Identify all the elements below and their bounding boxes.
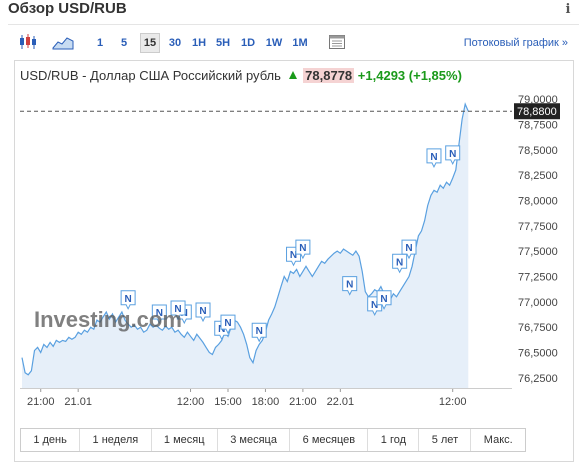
range-1-year[interactable]: 1 год	[368, 429, 420, 451]
range-1-day[interactable]: 1 день	[21, 429, 81, 451]
candlestick-icon[interactable]	[18, 33, 38, 51]
interval-30[interactable]: 30	[168, 37, 182, 49]
interval-5h[interactable]: 5H	[215, 37, 231, 49]
interval-1w[interactable]: 1W	[265, 37, 283, 49]
page-title: Обзор USD/RUB	[8, 0, 127, 17]
chart-toolbar: 1 5 15 30 1H 5H 1D 1W 1M Потоковый графи…	[14, 32, 574, 54]
range-selector: 1 день 1 неделя 1 месяц 3 месяца 6 месяц…	[20, 428, 526, 452]
info-icon[interactable]: i	[565, 2, 571, 17]
interval-15[interactable]: 15	[140, 33, 160, 53]
range-6-months[interactable]: 6 месяцев	[290, 429, 369, 451]
calendar-icon[interactable]	[328, 33, 346, 51]
interval-1h[interactable]: 1H	[191, 37, 207, 49]
interval-1m[interactable]: 1M	[292, 37, 308, 49]
range-1-week[interactable]: 1 неделя	[80, 429, 152, 451]
price-change-pct: (+1,85%)	[408, 68, 462, 83]
quote-line: USD/RUB - Доллар США Российский рубль 78…	[20, 68, 462, 83]
interval-1[interactable]: 1	[96, 37, 104, 49]
range-1-month[interactable]: 1 месяц	[152, 429, 218, 451]
arrow-up-icon	[288, 71, 297, 79]
interval-1d[interactable]: 1D	[240, 37, 256, 49]
range-3-months[interactable]: 3 месяца	[218, 429, 291, 451]
title-divider	[8, 24, 579, 25]
interval-5[interactable]: 5	[120, 37, 128, 49]
last-price: 78,8778	[303, 68, 355, 83]
stream-chart-link[interactable]: Потоковый график »	[463, 37, 568, 49]
range-5-years[interactable]: 5 лет	[419, 429, 472, 451]
price-change: +1,4293	[357, 68, 406, 83]
range-max[interactable]: Макс.	[483, 434, 513, 446]
chart-pane	[14, 60, 574, 462]
area-chart-icon[interactable]	[52, 33, 74, 51]
instrument-name: USD/RUB - Доллар США Российский рубль	[20, 68, 281, 83]
